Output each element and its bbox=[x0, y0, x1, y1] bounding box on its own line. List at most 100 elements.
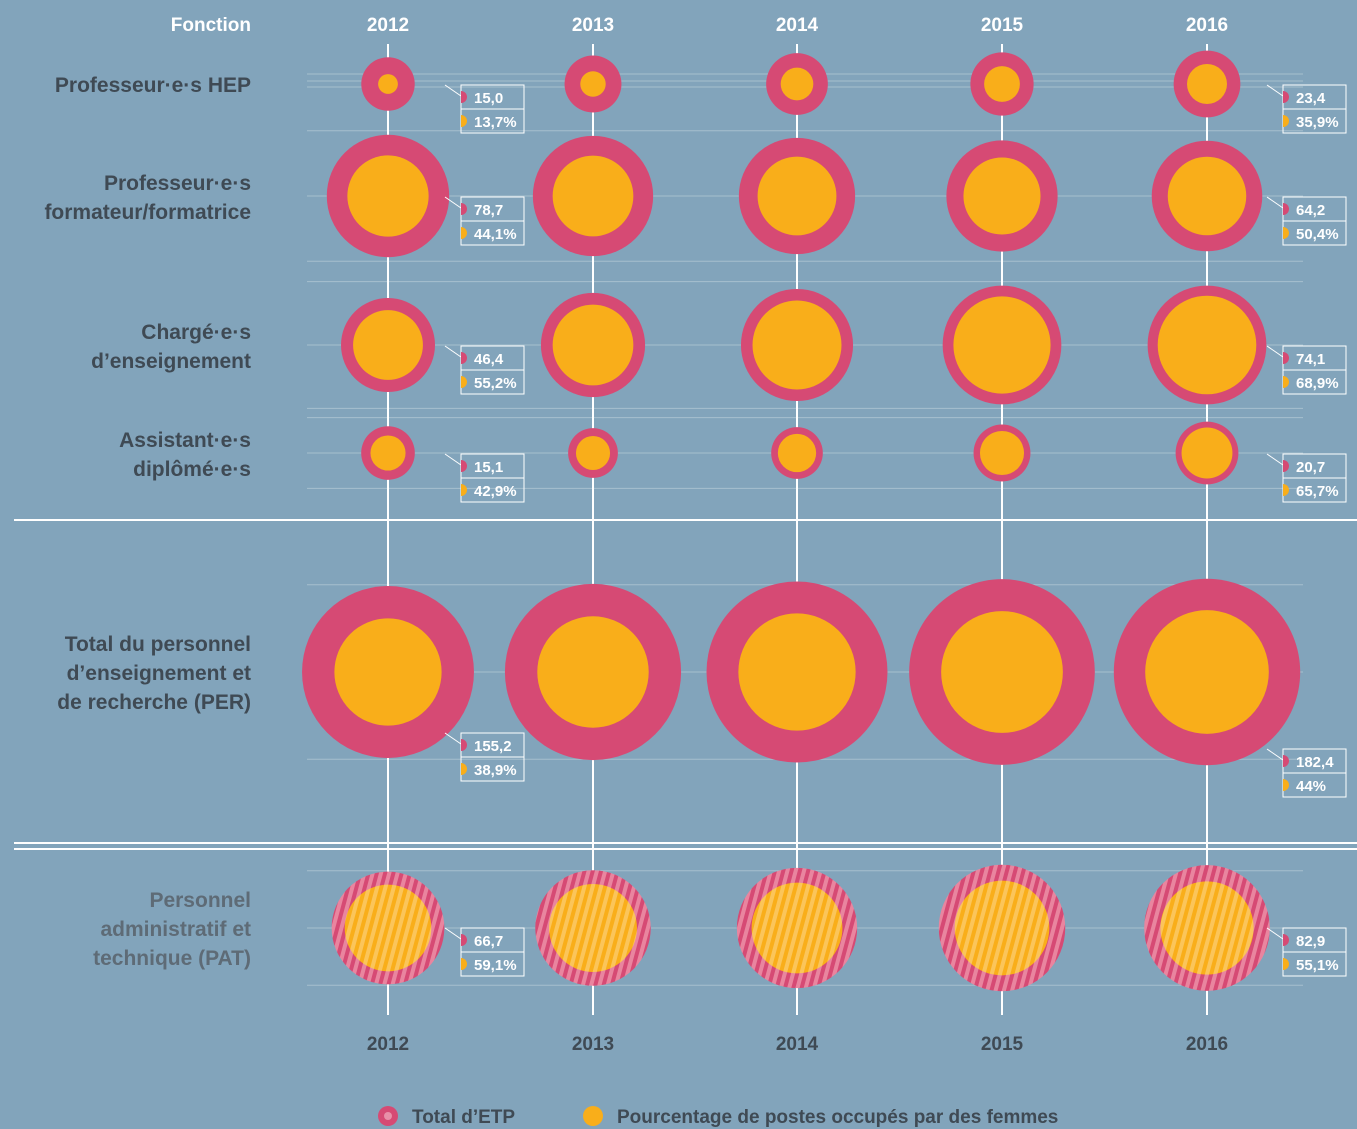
callout-pointer bbox=[1266, 453, 1284, 466]
value-callout: 155,2 38,9% bbox=[444, 732, 525, 782]
legend: Total d’ETP Pourcentage de postes occupé… bbox=[378, 1106, 1058, 1128]
callout-pointer bbox=[444, 927, 462, 940]
women-bubble bbox=[580, 71, 606, 97]
callout-total-icon bbox=[1283, 460, 1289, 472]
row-label: Total du personnel bbox=[65, 633, 251, 656]
women-bubble bbox=[752, 300, 842, 390]
callout-total-value: 15,0 bbox=[474, 90, 503, 107]
women-bubble bbox=[738, 613, 856, 731]
women-bubble bbox=[954, 880, 1050, 976]
women-bubble bbox=[344, 884, 432, 972]
callout-total-value: 74,1 bbox=[1296, 351, 1325, 368]
callout-total-icon bbox=[461, 203, 467, 215]
year-header-2014: 2014 bbox=[776, 15, 819, 36]
callout-total-value: 23,4 bbox=[1296, 90, 1326, 107]
callout-women-value: 35,9% bbox=[1296, 114, 1339, 131]
value-callout: 15,1 42,9% bbox=[444, 453, 525, 503]
row-label: Personnel bbox=[149, 889, 251, 912]
year-footer-2013: 2013 bbox=[572, 1034, 614, 1055]
row-label: Professeur·e·s HEP bbox=[55, 74, 251, 97]
row-label: Professeur·e·s bbox=[104, 172, 251, 195]
callout-women-icon bbox=[1283, 958, 1289, 970]
women-bubble bbox=[777, 433, 817, 473]
women-bubble bbox=[1157, 295, 1257, 395]
row-label: technique (PAT) bbox=[93, 947, 251, 970]
callout-women-icon bbox=[1283, 376, 1289, 388]
value-callout: 182,4 44% bbox=[1266, 748, 1347, 798]
header-fonction: Fonction bbox=[171, 15, 251, 36]
women-bubble bbox=[1145, 610, 1269, 734]
row-label: diplômé·e·s bbox=[133, 458, 251, 481]
legend-women-icon bbox=[583, 1106, 603, 1126]
value-callout: 82,9 55,1% bbox=[1266, 927, 1347, 977]
value-callout: 64,2 50,4% bbox=[1266, 196, 1347, 246]
callout-pointer bbox=[444, 196, 462, 209]
callout-total-value: 155,2 bbox=[474, 738, 512, 755]
year-footer-2015: 2015 bbox=[981, 1034, 1024, 1055]
women-bubble bbox=[780, 67, 814, 101]
callout-women-icon bbox=[1283, 779, 1289, 791]
value-callout: 46,4 55,2% bbox=[444, 345, 525, 395]
callout-women-icon bbox=[1283, 115, 1289, 127]
women-bubble bbox=[537, 616, 649, 728]
callout-total-icon bbox=[1283, 352, 1289, 364]
women-bubble bbox=[552, 304, 634, 386]
callout-women-value: 44,1% bbox=[474, 226, 517, 243]
callout-women-value: 13,7% bbox=[474, 114, 517, 131]
callout-women-value: 42,9% bbox=[474, 483, 517, 500]
callout-pointer bbox=[444, 345, 462, 358]
callout-total-value: 15,1 bbox=[474, 459, 503, 476]
callout-total-value: 78,7 bbox=[474, 202, 503, 219]
callout-pointer bbox=[1266, 345, 1284, 358]
year-footers: 2012 2013 2014 2015 2016 bbox=[367, 1034, 1228, 1055]
women-bubble bbox=[953, 296, 1051, 394]
row-label: Assistant·e·s bbox=[119, 429, 251, 452]
callout-women-icon bbox=[461, 227, 467, 239]
women-bubble bbox=[1181, 427, 1233, 479]
callout-women-value: 65,7% bbox=[1296, 483, 1339, 500]
row-label: Chargé·e·s bbox=[141, 321, 251, 344]
year-header-2013: 2013 bbox=[572, 15, 614, 36]
callout-total-icon bbox=[461, 352, 467, 364]
women-bubble bbox=[334, 618, 442, 726]
callout-total-icon bbox=[1283, 755, 1289, 767]
callout-total-value: 182,4 bbox=[1296, 754, 1334, 771]
callout-total-icon bbox=[461, 91, 467, 103]
callout-women-icon bbox=[461, 484, 467, 496]
row-label: d’enseignement bbox=[91, 350, 251, 373]
callout-pointer bbox=[444, 453, 462, 466]
women-bubble bbox=[549, 884, 637, 972]
callout-women-icon bbox=[1283, 227, 1289, 239]
women-bubble bbox=[963, 157, 1041, 235]
callout-pointer bbox=[444, 84, 462, 97]
row-label: d’enseignement et bbox=[67, 662, 251, 685]
callout-total-value: 82,9 bbox=[1296, 933, 1325, 950]
callout-women-value: 44% bbox=[1296, 778, 1326, 795]
women-bubble bbox=[751, 882, 843, 974]
value-callout: 78,7 44,1% bbox=[444, 196, 525, 246]
value-callouts: 15,0 13,7% 23,4 35,9% 78,7 44,1% 64,2 50,4% 46,4… bbox=[444, 84, 1347, 977]
women-bubble bbox=[984, 66, 1020, 102]
callout-total-value: 46,4 bbox=[474, 351, 504, 368]
bubble-rows bbox=[302, 50, 1301, 992]
callout-pointer bbox=[444, 732, 462, 745]
callout-women-value: 55,2% bbox=[474, 375, 517, 392]
row-label: administratif et bbox=[100, 918, 251, 941]
year-headers: 2012 2013 2014 2015 2016 bbox=[367, 15, 1228, 36]
women-bubble bbox=[378, 74, 398, 94]
women-bubble bbox=[353, 310, 423, 380]
row-label: formateur/formatrice bbox=[44, 201, 251, 224]
row-label: de recherche (PER) bbox=[57, 691, 251, 714]
callout-total-icon bbox=[1283, 91, 1289, 103]
callout-total-value: 20,7 bbox=[1296, 459, 1325, 476]
women-bubble bbox=[347, 155, 429, 237]
callout-pointer bbox=[1266, 84, 1284, 97]
legend-total-icon-inner bbox=[384, 1112, 392, 1120]
women-bubble bbox=[1160, 881, 1254, 975]
callout-women-value: 50,4% bbox=[1296, 226, 1339, 243]
callout-women-icon bbox=[461, 376, 467, 388]
women-bubble bbox=[979, 430, 1025, 476]
women-bubble bbox=[1187, 64, 1227, 104]
women-bubble bbox=[575, 435, 611, 471]
